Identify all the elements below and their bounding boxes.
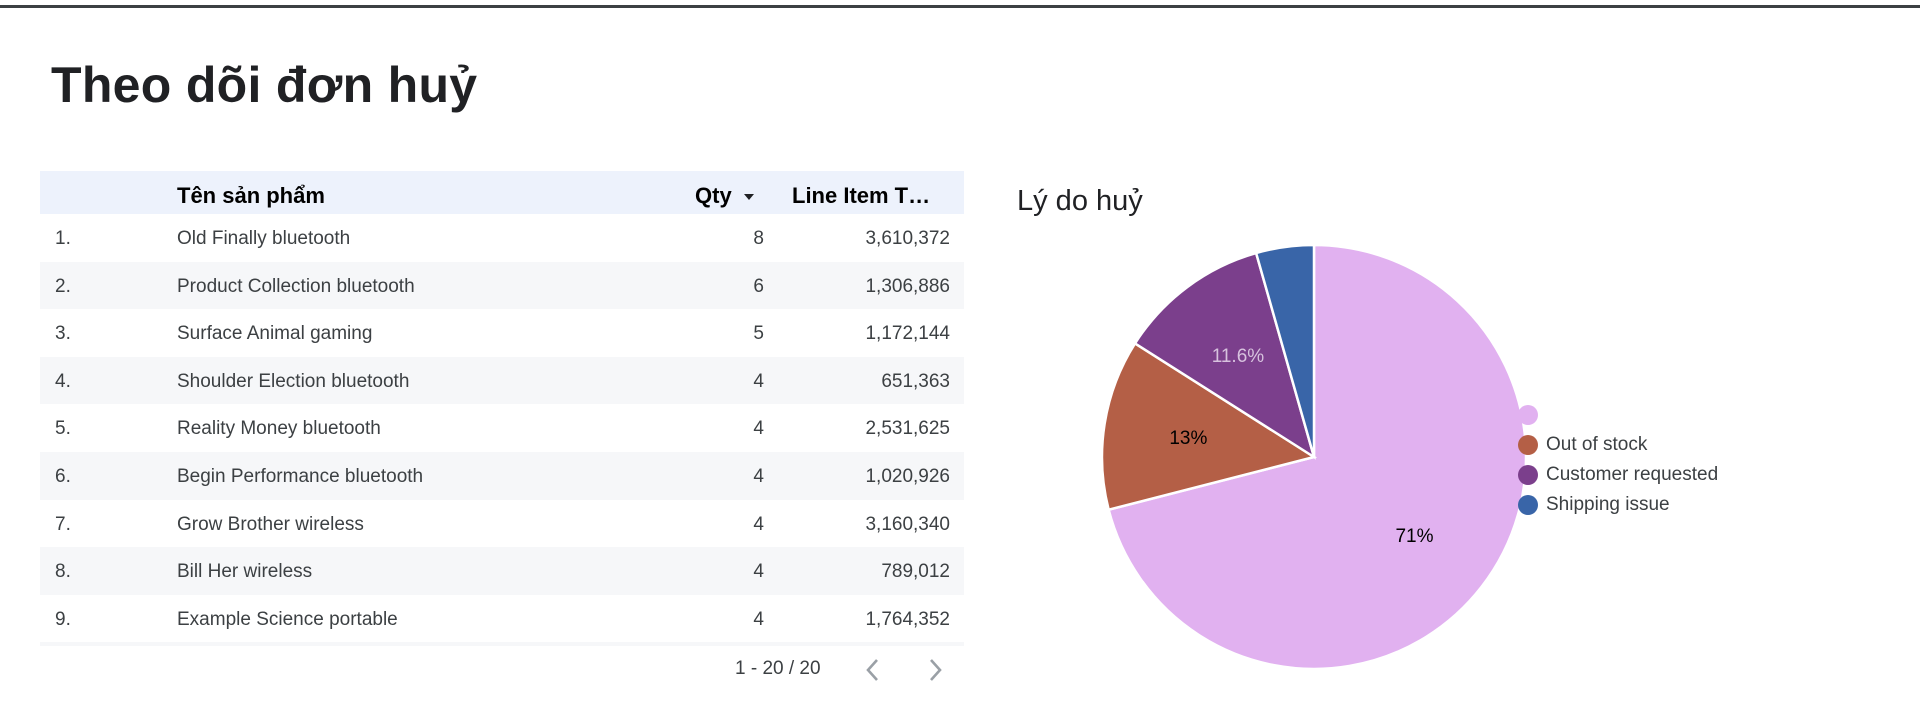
product-name: Grow Brother wireless xyxy=(177,513,364,535)
row-line-item-total: 651,363 xyxy=(881,370,950,392)
chevron-left-icon xyxy=(866,659,878,681)
legend-swatch xyxy=(1518,495,1538,515)
pie-chart: 71% 13% 11.6% xyxy=(1100,243,1528,671)
pie-slice[interactable] xyxy=(1133,251,1317,460)
pie-slice[interactable] xyxy=(1100,341,1318,512)
row-index: 4. xyxy=(55,370,71,392)
table-row-partial xyxy=(40,642,964,647)
row-line-item-total: 789,012 xyxy=(881,561,950,583)
pie-slice[interactable] xyxy=(1254,243,1316,458)
legend-label: Customer requested xyxy=(1546,464,1719,485)
row-qty: 4 xyxy=(753,418,764,440)
row-qty: 4 xyxy=(753,465,764,487)
top-border xyxy=(0,5,1920,8)
legend-label: Shipping issue xyxy=(1546,494,1670,515)
row-index: 5. xyxy=(55,418,71,440)
row-qty: 5 xyxy=(753,323,764,345)
legend-item[interactable]: Out of stock xyxy=(1518,430,1718,460)
product-name: Bill Her wireless xyxy=(177,561,313,583)
table-row: 3. Surface Animal gaming 5 1,172,144 xyxy=(40,309,964,357)
row-index: 8. xyxy=(55,561,71,583)
product-table: Tên sản phẩm Qty Line Item T… 1. Old Fin… xyxy=(40,171,964,647)
next-page-button[interactable] xyxy=(921,656,949,684)
row-qty: 4 xyxy=(753,608,764,630)
column-header-line-item-total[interactable]: Line Item T… xyxy=(792,183,931,208)
row-index: 2. xyxy=(55,275,71,297)
sort-descending-icon xyxy=(743,194,754,200)
legend-swatch xyxy=(1518,465,1538,485)
product-name: Surface Animal gaming xyxy=(177,323,373,345)
table-row: 5. Reality Money bluetooth 4 2,531,625 xyxy=(40,404,964,452)
product-name: Begin Performance bluetooth xyxy=(177,465,424,487)
product-name: Old Finally bluetooth xyxy=(177,228,351,249)
legend-label: Out of stock xyxy=(1546,434,1648,455)
table-row: 7. Grow Brother wireless 4 3,160,340 xyxy=(40,500,964,548)
row-line-item-total: 2,531,625 xyxy=(865,418,950,440)
pie-slice-label: 11.6% xyxy=(1212,346,1265,367)
product-name: Product Collection bluetooth xyxy=(177,275,415,297)
row-index: 6. xyxy=(55,465,71,487)
row-index: 3. xyxy=(55,323,71,345)
row-line-item-total: 1,020,926 xyxy=(865,465,950,487)
row-qty: 4 xyxy=(753,513,764,535)
table-row: 2. Product Collection bluetooth 6 1,306,… xyxy=(40,261,964,310)
pie-slice-label: 71% xyxy=(1395,526,1433,547)
column-header-name[interactable]: Tên sản phẩm xyxy=(177,183,325,208)
row-line-item-total: 1,172,144 xyxy=(865,323,950,345)
column-header-qty-label: Qty xyxy=(695,183,732,208)
column-header-qty[interactable]: Qty xyxy=(695,183,754,209)
row-line-item-total: 1,764,352 xyxy=(865,608,950,630)
legend-item[interactable]: Shipping issue xyxy=(1518,490,1718,520)
chart-title: Lý do huỷ xyxy=(1017,185,1143,217)
product-name: Shoulder Election bluetooth xyxy=(177,370,410,392)
row-index: 9. xyxy=(55,608,71,630)
chevron-right-icon xyxy=(930,659,942,681)
row-qty: 4 xyxy=(753,370,764,392)
row-line-item-total: 1,306,886 xyxy=(865,275,950,297)
row-index: 1. xyxy=(55,228,71,249)
table-row: 4. Shoulder Election bluetooth 4 651,363 xyxy=(40,356,964,405)
product-name: Reality Money bluetooth xyxy=(177,418,381,440)
legend-item[interactable] xyxy=(1518,400,1718,430)
page-title: Theo dõi đơn huỷ xyxy=(51,57,478,113)
table-row: 9. Example Science portable 4 1,764,352 xyxy=(40,595,964,643)
prev-page-button[interactable] xyxy=(859,656,887,684)
legend-item[interactable]: Customer requested xyxy=(1518,460,1718,490)
pie-slice-label: 13% xyxy=(1169,428,1207,449)
product-name: Example Science portable xyxy=(177,608,398,630)
chart-legend: Out of stock Customer requested Shipping… xyxy=(1518,400,1718,520)
pagination-label: 1 - 20 / 20 xyxy=(735,658,821,679)
legend-swatch xyxy=(1518,405,1538,425)
table-row: 6. Begin Performance bluetooth 4 1,020,9… xyxy=(40,451,964,500)
row-qty: 4 xyxy=(753,561,764,583)
table-body: 1. Old Finally bluetooth 8 3,610,372 2. … xyxy=(40,214,964,647)
table-row: 1. Old Finally bluetooth 8 3,610,372 xyxy=(40,214,964,262)
row-qty: 6 xyxy=(753,275,764,297)
row-line-item-total: 3,160,340 xyxy=(865,513,950,535)
row-line-item-total: 3,610,372 xyxy=(865,228,950,249)
legend-swatch xyxy=(1518,435,1538,455)
row-qty: 8 xyxy=(753,228,764,249)
table-row: 8. Bill Her wireless 4 789,012 xyxy=(40,547,964,595)
table-header: Tên sản phẩm Qty Line Item T… xyxy=(40,171,964,214)
pie-slice[interactable] xyxy=(1107,243,1528,671)
row-index: 7. xyxy=(55,513,71,535)
